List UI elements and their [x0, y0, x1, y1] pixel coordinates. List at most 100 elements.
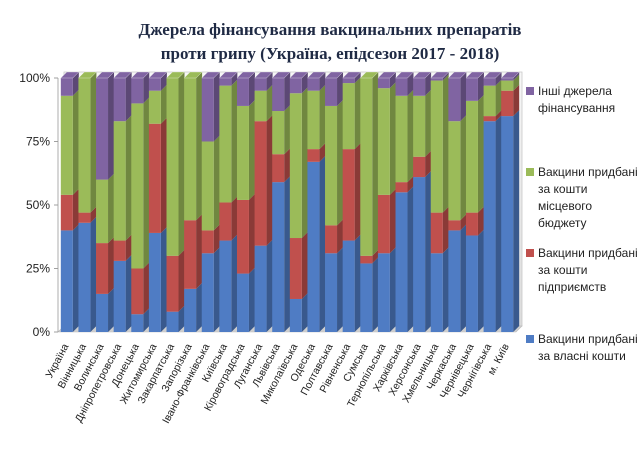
bar-top: [254, 71, 273, 79]
bar-segment: [483, 116, 496, 122]
bar-segment: [289, 93, 302, 239]
bar-segment: [78, 78, 91, 213]
bar-segment-side: [72, 224, 79, 332]
bar-segment: [272, 154, 285, 183]
bar-segment: [465, 212, 478, 236]
bar-segment: [78, 222, 91, 332]
bar-segment-side: [425, 171, 432, 332]
bar-segment-side: [495, 79, 502, 117]
bar-segment-side: [90, 72, 97, 213]
bar-segment: [148, 78, 161, 91]
legend-label: місцевого: [538, 199, 592, 213]
bar-segment-side: [477, 206, 484, 236]
bar-segment-side: [125, 234, 132, 261]
legend-swatch: [526, 249, 534, 257]
bar-segment: [131, 103, 144, 269]
bar-segment: [448, 230, 461, 332]
bar-segment-side: [477, 94, 484, 213]
bar-segment: [201, 253, 214, 332]
bar-segment: [395, 78, 408, 96]
bar-segment: [60, 95, 73, 195]
bar-segment: [148, 123, 161, 233]
bar-top: [289, 71, 309, 79]
bar-segment-side: [337, 219, 344, 254]
bar-segment: [325, 225, 338, 254]
bar-segment-side: [143, 97, 150, 269]
bar-segment-side: [160, 226, 167, 332]
bar-segment-side: [513, 72, 520, 81]
bar-segment-side: [407, 186, 414, 332]
bar-segment: [219, 78, 232, 86]
bar-segment: [430, 253, 443, 332]
bar-segment-side: [248, 72, 255, 106]
bar-segment: [430, 80, 443, 213]
bar-segment: [254, 121, 267, 246]
bar-segment-side: [72, 89, 79, 195]
bar-top: [271, 71, 291, 79]
bar-segment-side: [231, 234, 238, 332]
bar-segment-side: [301, 87, 308, 239]
bar-top: [218, 71, 238, 79]
bar-top: [166, 71, 185, 79]
bar-segment-side: [284, 148, 291, 183]
bar-segment: [60, 230, 73, 332]
bar-segment-side: [354, 77, 361, 150]
plot-area: 0%25%50%75%100%УкраїнаВінницькаВолинська…: [19, 71, 523, 426]
bar-segment: [289, 298, 302, 332]
legend-label: за кошти: [538, 263, 587, 277]
bar-segment-side: [266, 115, 273, 246]
legend-swatch: [526, 168, 534, 176]
bar-segment: [236, 273, 249, 332]
bar-segment: [448, 220, 461, 231]
bar-segment: [254, 245, 267, 332]
bar-segment-side: [125, 254, 132, 332]
bar-segment-side: [319, 155, 326, 332]
bar-segment-side: [125, 72, 132, 122]
bar-segment: [236, 78, 249, 106]
bar-segment: [96, 243, 109, 294]
bar-segment: [96, 293, 109, 332]
bar-segment: [166, 255, 179, 312]
bar-segment: [148, 232, 161, 332]
bar-segment-side: [337, 99, 344, 226]
bar-segment: [325, 105, 338, 226]
bar-segment-side: [407, 89, 414, 183]
legend-swatch: [526, 335, 534, 343]
bar-segment-side: [248, 193, 255, 274]
bar-segment: [184, 220, 197, 289]
bar-top: [483, 71, 502, 79]
bar-segment: [201, 78, 214, 142]
chart-title-line-2: проти грипу (Україна, епідсезон 2017 - 2…: [161, 44, 500, 63]
bar-segment-side: [72, 72, 79, 96]
bar-segment-side: [160, 117, 167, 233]
bar-segment-side: [389, 247, 396, 332]
y-tick-label: 25%: [26, 262, 50, 276]
bar-segment: [448, 78, 461, 122]
bar-segment: [307, 161, 320, 332]
bar-segment: [413, 78, 426, 96]
bar-segment-side: [442, 206, 449, 254]
bar-segment-side: [460, 115, 467, 221]
bar-segment: [96, 78, 109, 180]
bar-segment: [201, 141, 214, 231]
bar-segment-side: [178, 72, 185, 256]
legend-label: Вакцини придбані: [538, 332, 638, 346]
bar-segment-side: [90, 216, 97, 332]
bar-segment: [360, 263, 373, 332]
bar-segment-side: [354, 143, 361, 241]
bar-segment: [60, 78, 73, 96]
bar-segment: [201, 230, 214, 254]
bar-segment-side: [213, 72, 220, 142]
bar-segment: [325, 78, 338, 106]
legend: Інші джерела фінансування Вакцини придбані…: [526, 84, 638, 363]
bar-segment-side: [301, 72, 308, 94]
bar-segment-side: [266, 239, 273, 332]
bar-segment-side: [178, 305, 185, 332]
bar-top: [377, 71, 397, 79]
bar-segment-side: [266, 84, 273, 122]
bar-top: [60, 71, 80, 79]
legend-label: бюджету: [538, 216, 587, 230]
bar-segment: [307, 149, 320, 162]
bar-segment-side: [460, 72, 467, 122]
